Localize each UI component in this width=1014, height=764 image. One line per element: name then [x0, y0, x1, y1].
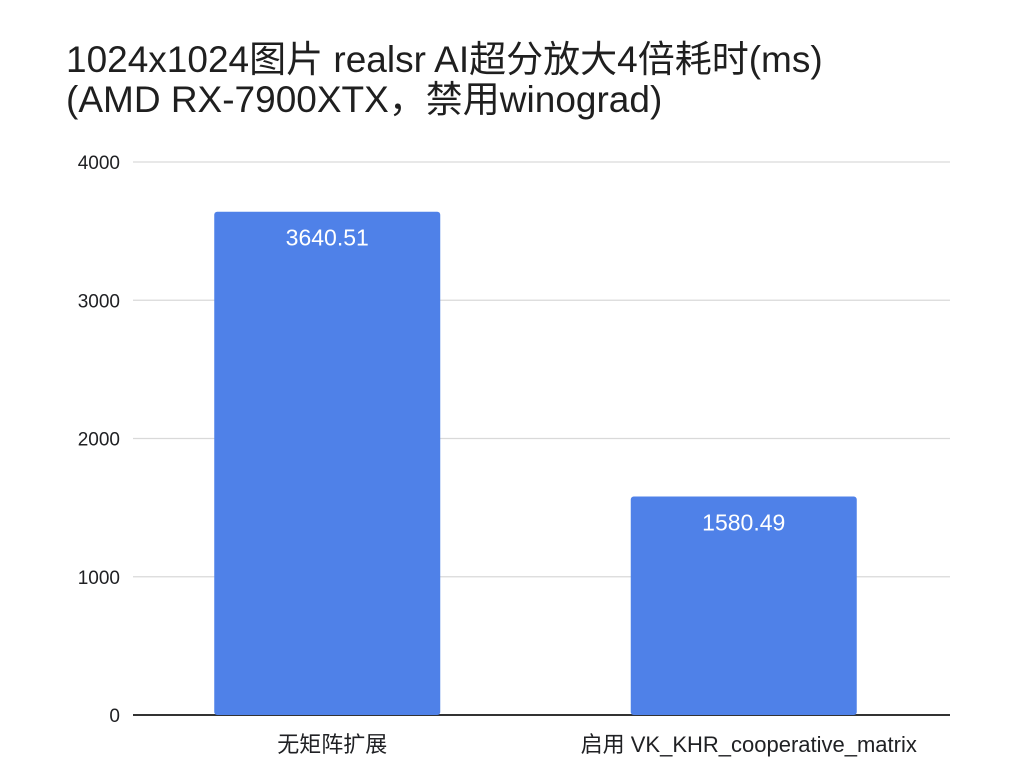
data-label-2: 1580.49	[702, 509, 785, 535]
chart-subtitle: (AMD RX-7900XTX，禁用winograd)	[66, 79, 663, 120]
y-tick-label-3000: 3000	[78, 291, 120, 312]
y-tick-label-2000: 2000	[78, 430, 120, 451]
chart-title-block: 1024x1024图片 realsr AI超分放大4倍耗时(ms) (AMD R…	[66, 40, 986, 120]
y-tick-label-1000: 1000	[78, 568, 120, 589]
chart-title: 1024x1024图片 realsr AI超分放大4倍耗时(ms)	[66, 39, 823, 80]
bar-2[interactable]	[630, 496, 857, 715]
y-tick-label-0: 0	[109, 706, 120, 727]
category-label-2: 启用 VK_KHR_cooperative_matrix	[581, 732, 917, 757]
y-tick-label-4000: 4000	[78, 153, 120, 174]
data-label-1: 3640.51	[286, 225, 369, 251]
bar-1[interactable]	[214, 211, 441, 715]
category-label-1: 无矩阵扩展	[277, 732, 387, 757]
